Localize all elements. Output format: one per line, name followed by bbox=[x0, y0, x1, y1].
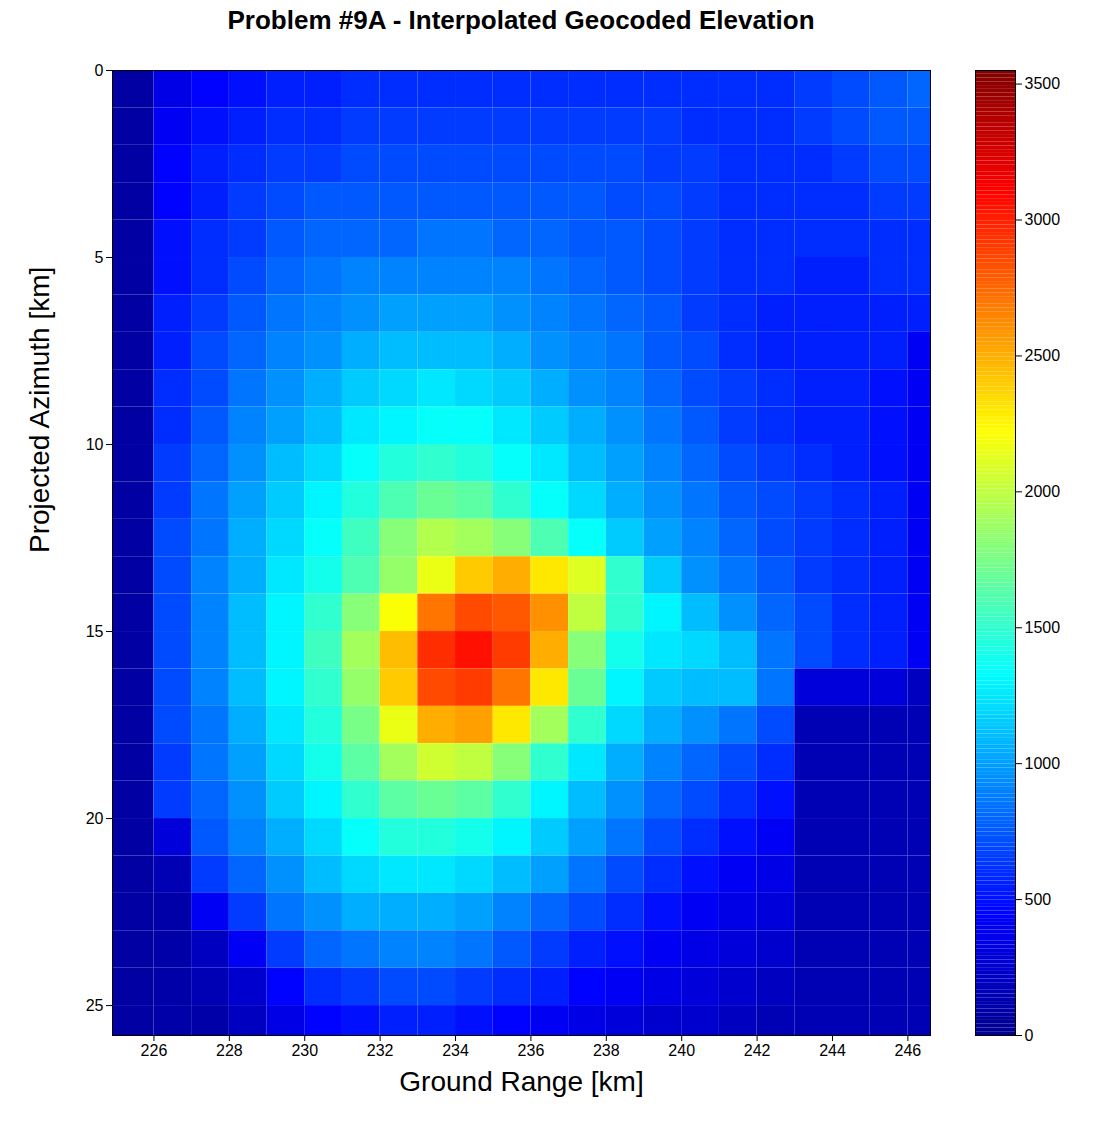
svg-text:1000: 1000 bbox=[1025, 755, 1061, 772]
svg-text:2000: 2000 bbox=[1025, 483, 1061, 500]
svg-text:3000: 3000 bbox=[1025, 211, 1061, 228]
svg-text:228: 228 bbox=[216, 1042, 243, 1059]
svg-text:240: 240 bbox=[668, 1042, 695, 1059]
svg-text:2500: 2500 bbox=[1025, 347, 1061, 364]
svg-text:0: 0 bbox=[95, 62, 104, 79]
svg-text:234: 234 bbox=[442, 1042, 469, 1059]
svg-text:244: 244 bbox=[819, 1042, 846, 1059]
svg-text:10: 10 bbox=[86, 436, 104, 453]
svg-text:246: 246 bbox=[895, 1042, 922, 1059]
svg-text:226: 226 bbox=[141, 1042, 168, 1059]
svg-text:242: 242 bbox=[744, 1042, 771, 1059]
svg-text:15: 15 bbox=[86, 623, 104, 640]
svg-text:232: 232 bbox=[367, 1042, 394, 1059]
svg-text:1500: 1500 bbox=[1025, 619, 1061, 636]
svg-text:500: 500 bbox=[1025, 891, 1052, 908]
svg-text:Ground Range [km]: Ground Range [km] bbox=[399, 1066, 643, 1097]
html-text:Problem #9A - Interpolated Geo: Problem #9A - Interpolated Geocoded Elev… bbox=[227, 5, 815, 35]
svg-text:238: 238 bbox=[593, 1042, 620, 1059]
svg-text:0: 0 bbox=[1025, 1027, 1034, 1044]
svg-text:5: 5 bbox=[95, 249, 104, 266]
svg-text:25: 25 bbox=[86, 997, 104, 1014]
svg-text:236: 236 bbox=[518, 1042, 545, 1059]
svg-text:230: 230 bbox=[291, 1042, 318, 1059]
svg-text:20: 20 bbox=[86, 810, 104, 827]
svg-text:3500: 3500 bbox=[1025, 75, 1061, 92]
svg-text:Projected Azimuth [km]: Projected Azimuth [km] bbox=[24, 267, 55, 553]
